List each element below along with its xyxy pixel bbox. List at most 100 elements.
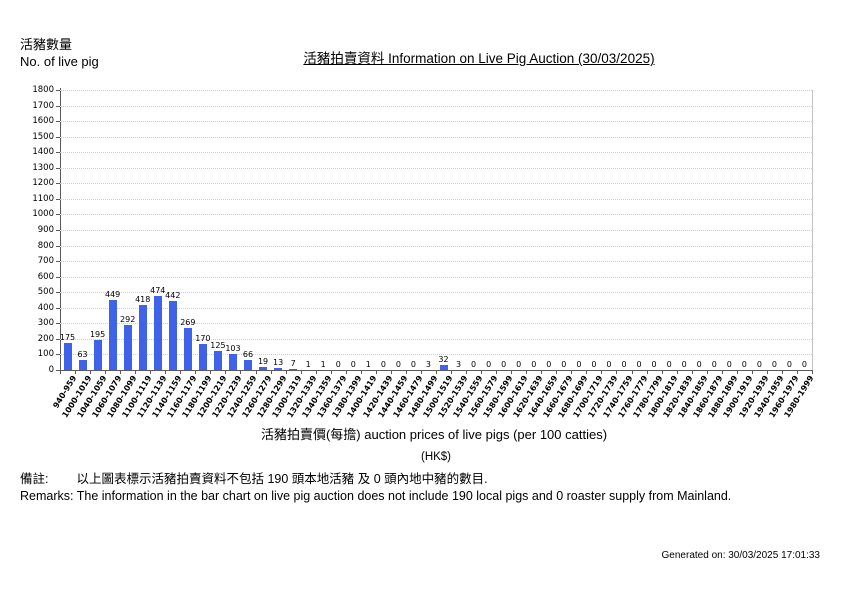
x-axis-tick <box>330 371 332 374</box>
x-axis-tick <box>676 371 678 374</box>
y-axis-tick <box>56 245 60 247</box>
x-axis-tick <box>240 371 242 374</box>
y-axis-tick <box>56 136 60 138</box>
bar-value-label: 0 <box>380 360 386 369</box>
bar <box>78 360 87 370</box>
y-tick-label: 1100 <box>32 193 54 204</box>
bar-value-label: 0 <box>771 360 777 369</box>
y-tick-label: 1600 <box>32 116 54 127</box>
y-gridline <box>60 276 812 278</box>
x-axis-unit: (HK$) <box>420 451 452 463</box>
x-axis-tick <box>105 371 107 374</box>
x-axis-tick <box>360 371 362 374</box>
bar <box>183 328 192 370</box>
y-axis-caption: 活豬數量 No. of live pig <box>20 36 99 70</box>
remarks-line-zh: 備註: 以上圖表標示活豬拍賣資料不包括 190 頭本地活豬 及 0 頭內地中豬的數… <box>20 471 731 488</box>
x-axis-tick <box>736 371 738 374</box>
x-axis-tick <box>526 371 528 374</box>
y-tick-label: 900 <box>37 225 54 235</box>
y-tick-label: 200 <box>37 333 54 344</box>
remarks-line-en: Remarks: The information in the bar char… <box>20 489 732 503</box>
x-axis-tick <box>661 371 663 374</box>
bar <box>108 300 117 370</box>
x-axis-tick <box>451 371 453 374</box>
x-axis-tick <box>781 371 783 374</box>
y-gridline <box>60 338 812 340</box>
bar-value-label: 1 <box>365 359 371 369</box>
x-axis-tick <box>405 371 407 374</box>
y-tick-label: 700 <box>37 256 54 267</box>
bar-value-label: 0 <box>591 360 597 369</box>
bar-value-label: 32 <box>438 355 449 365</box>
y-axis-tick <box>56 354 60 356</box>
y-gridline <box>60 183 812 185</box>
remarks-block: 備註: 以上圖表標示活豬拍賣資料不包括 190 頭本地活豬 及 0 頭內地中豬的數… <box>20 471 731 505</box>
bar-value-label: 103 <box>225 343 241 353</box>
bar-value-label: 0 <box>801 360 808 369</box>
bar-value-label: 0 <box>350 360 356 369</box>
y-gridline <box>60 245 812 247</box>
bar-value-label: 125 <box>210 340 226 350</box>
bar <box>198 343 207 370</box>
y-tick-label: 300 <box>37 318 54 329</box>
bar-value-label: 0 <box>786 360 792 369</box>
y-axis-line <box>60 88 61 371</box>
x-axis-tick <box>706 371 708 374</box>
x-axis-tick <box>60 371 61 374</box>
x-axis-tick <box>285 371 287 374</box>
bar-value-label: 0 <box>561 360 567 369</box>
bar-value-label: 13 <box>272 357 284 367</box>
bar-value-label: 3 <box>456 359 462 369</box>
bar <box>274 367 283 370</box>
y-axis-tick <box>56 370 60 371</box>
bar-value-label: 0 <box>651 360 657 369</box>
bar-value-label: 0 <box>486 360 492 369</box>
x-axis-tick <box>646 371 648 374</box>
bar-value-label: 0 <box>471 360 477 369</box>
y-tick-label: 1500 <box>32 131 54 142</box>
bar-value-label: 0 <box>726 360 732 369</box>
y-axis-tick <box>56 121 60 123</box>
bar-value-label: 0 <box>501 360 507 369</box>
y-tick-label: 1000 <box>32 209 54 220</box>
bar-value-label: 1 <box>320 359 326 369</box>
y-axis-tick <box>56 230 60 231</box>
bar <box>213 350 222 370</box>
bar-value-label: 170 <box>195 333 211 343</box>
bar-value-label: 0 <box>681 360 687 369</box>
bar-value-label: 0 <box>335 360 341 369</box>
x-axis-tick <box>165 371 167 374</box>
bar-value-label: 0 <box>756 360 762 369</box>
bar-value-label: 449 <box>104 290 121 300</box>
x-axis-tick <box>571 371 573 374</box>
bar-value-label: 63 <box>77 350 88 360</box>
bar <box>244 359 252 370</box>
y-gridline <box>60 354 812 356</box>
x-axis-tick <box>420 371 422 374</box>
bar-value-label: 269 <box>180 318 196 328</box>
x-axis-tick <box>466 371 468 374</box>
y-gridline <box>60 152 812 154</box>
bar-value-label: 0 <box>395 360 401 369</box>
y-axis-caption-zh: 活豬數量 <box>20 37 73 52</box>
bar-value-label: 292 <box>120 314 136 324</box>
x-axis-tick <box>766 371 768 374</box>
x-axis-tick <box>812 371 813 374</box>
x-axis-tick <box>300 371 302 374</box>
y-tick-label: 600 <box>37 271 54 282</box>
bar-value-label: 0 <box>636 360 642 369</box>
bar-value-label: 0 <box>621 360 627 369</box>
x-axis-tick <box>751 371 753 374</box>
bar <box>93 339 102 370</box>
generated-timestamp: Generated on: 30/03/2025 17:01:33 <box>661 550 820 561</box>
y-tick-label: 0 <box>48 365 54 375</box>
bar <box>153 296 162 370</box>
x-axis-tick <box>796 371 798 374</box>
y-tick-label: 1400 <box>32 147 54 158</box>
x-axis-tick <box>270 371 272 374</box>
y-gridline <box>60 230 812 231</box>
x-axis-tick <box>210 371 212 374</box>
y-tick-label: 500 <box>37 287 54 298</box>
y-axis-tick <box>56 323 60 325</box>
bar-chart: 175 63 195 449 292 418 474 442 269 170 125 103 66 19 1… <box>32 85 815 419</box>
